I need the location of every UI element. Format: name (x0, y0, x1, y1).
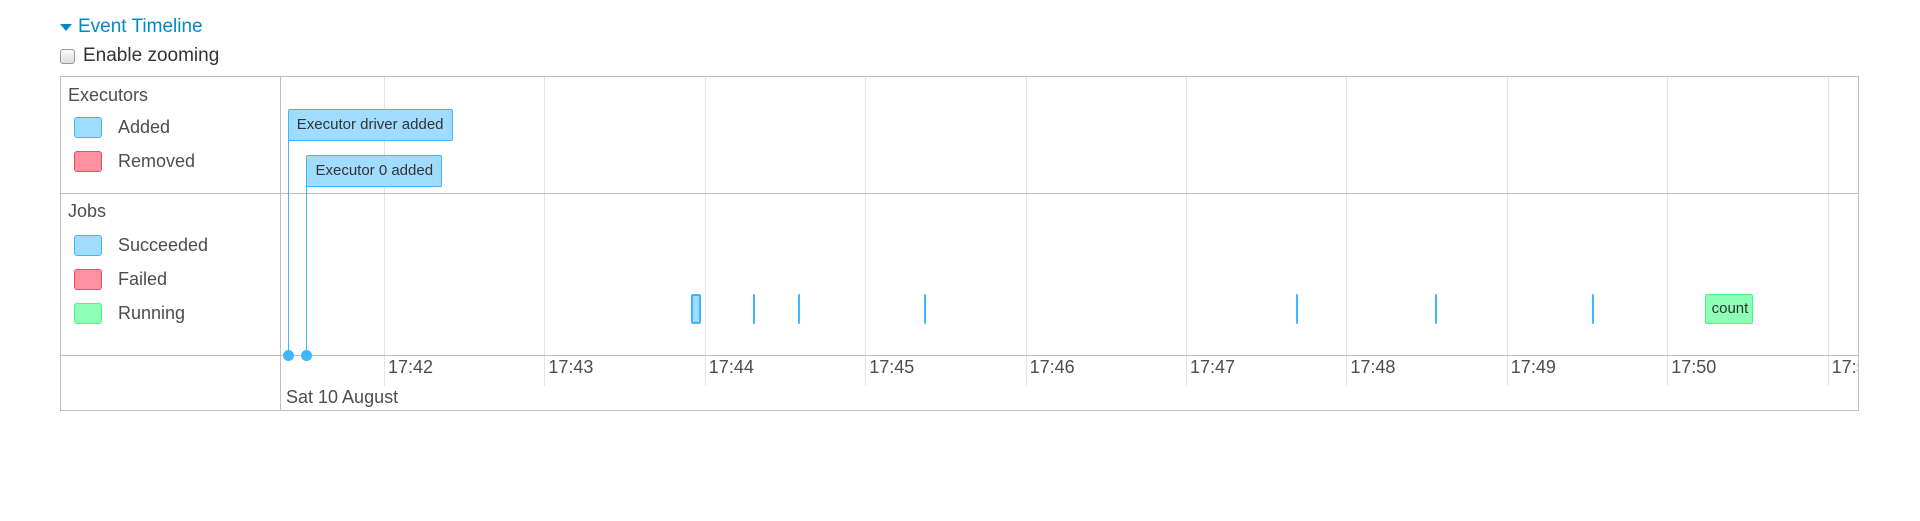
tick-mark (1667, 356, 1669, 386)
tick-label: 17:47 (1190, 357, 1236, 377)
timeline[interactable]: Executors Added Removed Jobs Succeeded F… (60, 76, 1859, 411)
group-title-jobs: Jobs (68, 201, 107, 221)
gridline (1667, 77, 1669, 384)
tick-label: 17:49 (1510, 357, 1556, 377)
gridline (1506, 77, 1508, 384)
tick-mark (544, 356, 546, 386)
tick-label: 17:42 (388, 357, 434, 377)
legend-label: Removed (118, 151, 196, 171)
legend-label: Succeeded (118, 235, 209, 255)
tick-mark (384, 356, 385, 386)
enable-zooming-control[interactable]: Enable zooming (60, 45, 219, 67)
event-stem (306, 185, 308, 355)
gridline (704, 77, 706, 384)
group-title-executors: Executors (68, 85, 149, 105)
legend-removed: Removed (74, 151, 195, 172)
axis-date-label: Sat 10 August (286, 387, 399, 407)
job-running[interactable]: count (1704, 294, 1753, 324)
caret-down-icon (60, 23, 72, 31)
swatch-icon (74, 235, 102, 256)
event-stem (287, 139, 289, 355)
label-column-divider (280, 77, 281, 410)
event-dot[interactable] (301, 350, 313, 361)
gridline (1346, 77, 1348, 384)
tick-label: 17:46 (1029, 357, 1075, 377)
legend-added: Added (74, 117, 170, 138)
tick-label: 17:43 (548, 357, 594, 377)
gridline (384, 77, 385, 384)
enable-zooming-label: Enable zooming (83, 45, 220, 66)
job-succeeded[interactable] (691, 294, 702, 324)
enable-zooming-checkbox[interactable] (60, 48, 75, 64)
job-succeeded[interactable] (752, 294, 755, 324)
gridline (1025, 77, 1027, 384)
executor-event[interactable]: Executor 0 added (306, 155, 443, 187)
gridline (544, 77, 546, 384)
tick-label: 17:44 (708, 357, 754, 377)
swatch-icon (74, 269, 102, 290)
section-title: Event Timeline (78, 16, 203, 37)
tick-mark (1506, 356, 1508, 386)
gridline (1827, 77, 1829, 384)
tick-mark (1186, 356, 1187, 386)
executor-event[interactable]: Executor driver added (287, 109, 453, 141)
legend-label: Failed (118, 269, 168, 289)
group-divider (61, 193, 1858, 194)
tick-label: 17:50 (1671, 357, 1717, 377)
job-succeeded[interactable] (1434, 294, 1437, 324)
tick-mark (865, 356, 867, 386)
job-succeeded[interactable] (1592, 294, 1595, 324)
legend-label: Running (118, 303, 186, 323)
swatch-icon (74, 151, 102, 172)
event-timeline-toggle[interactable]: Event Timeline (60, 16, 203, 38)
tick-mark (1025, 356, 1027, 386)
job-succeeded[interactable] (924, 294, 926, 324)
tick-label: 17:48 (1350, 357, 1396, 377)
job-succeeded[interactable] (1295, 294, 1298, 324)
tick-label: 17:51 (1831, 357, 1858, 377)
swatch-icon (74, 117, 102, 138)
gridline (865, 77, 867, 384)
tick-label: 17:45 (869, 357, 915, 377)
tick-mark (1346, 356, 1348, 386)
tick-mark (704, 356, 706, 386)
legend-label: Added (118, 117, 171, 137)
legend-failed: Failed (74, 269, 167, 290)
swatch-icon (74, 303, 102, 324)
job-succeeded[interactable] (798, 294, 801, 324)
tick-mark (1827, 356, 1829, 386)
legend-succeeded: Succeeded (74, 235, 208, 256)
event-dot[interactable] (282, 350, 294, 361)
legend-running: Running (74, 303, 185, 324)
gridline (1186, 77, 1187, 384)
axis-line (61, 355, 1858, 356)
